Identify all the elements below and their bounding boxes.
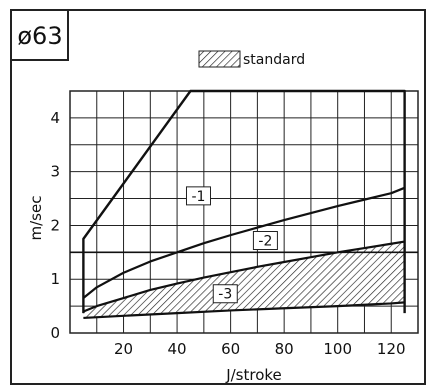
series-line-minus2 [82,240,405,313]
max-envelope-line [82,89,406,314]
series-line-minus3 [83,301,405,320]
y-tick-label: 4 [50,109,60,127]
tick-labels: 20 40 60 80 100 120 0 1 2 3 4 [50,109,405,358]
series-label-box: -2 [252,231,278,251]
x-tick-label: 60 [221,340,240,358]
series-labels: -1 -2 -3 [185,186,278,304]
x-axis-title: J/stroke [225,366,282,384]
series-label-text: -3 [218,287,232,303]
standard-band [83,241,405,318]
y-tick-label: 3 [50,163,60,181]
legend-label: standard [243,52,305,68]
x-tick-label: 120 [377,340,406,358]
y-tick-label: 1 [50,270,60,288]
series-label-text: -2 [258,234,272,250]
y-tick-label: 2 [50,216,60,234]
legend-swatch [198,50,241,68]
series-label-frame [252,231,278,251]
legend: standard [198,50,305,68]
badge-label: ø63 [17,22,62,50]
series-label-frame [212,284,238,304]
series-line-minus1 [82,186,406,299]
series-label-frame [185,186,211,206]
series-label-text: -1 [192,189,206,205]
series-label-box: -1 [185,186,211,206]
y-tick-label: 0 [50,324,60,342]
x-tick-label: 20 [114,340,133,358]
x-tick-label: 80 [275,340,294,358]
badge-box: ø63 [10,9,69,61]
series-lines [70,89,418,320]
x-tick-label: 40 [168,340,187,358]
x-tick-label: 100 [323,340,352,358]
series-label-box: -3 [212,284,238,304]
y-axis-title: m/sec [27,196,45,241]
standard-band-area [83,241,405,318]
